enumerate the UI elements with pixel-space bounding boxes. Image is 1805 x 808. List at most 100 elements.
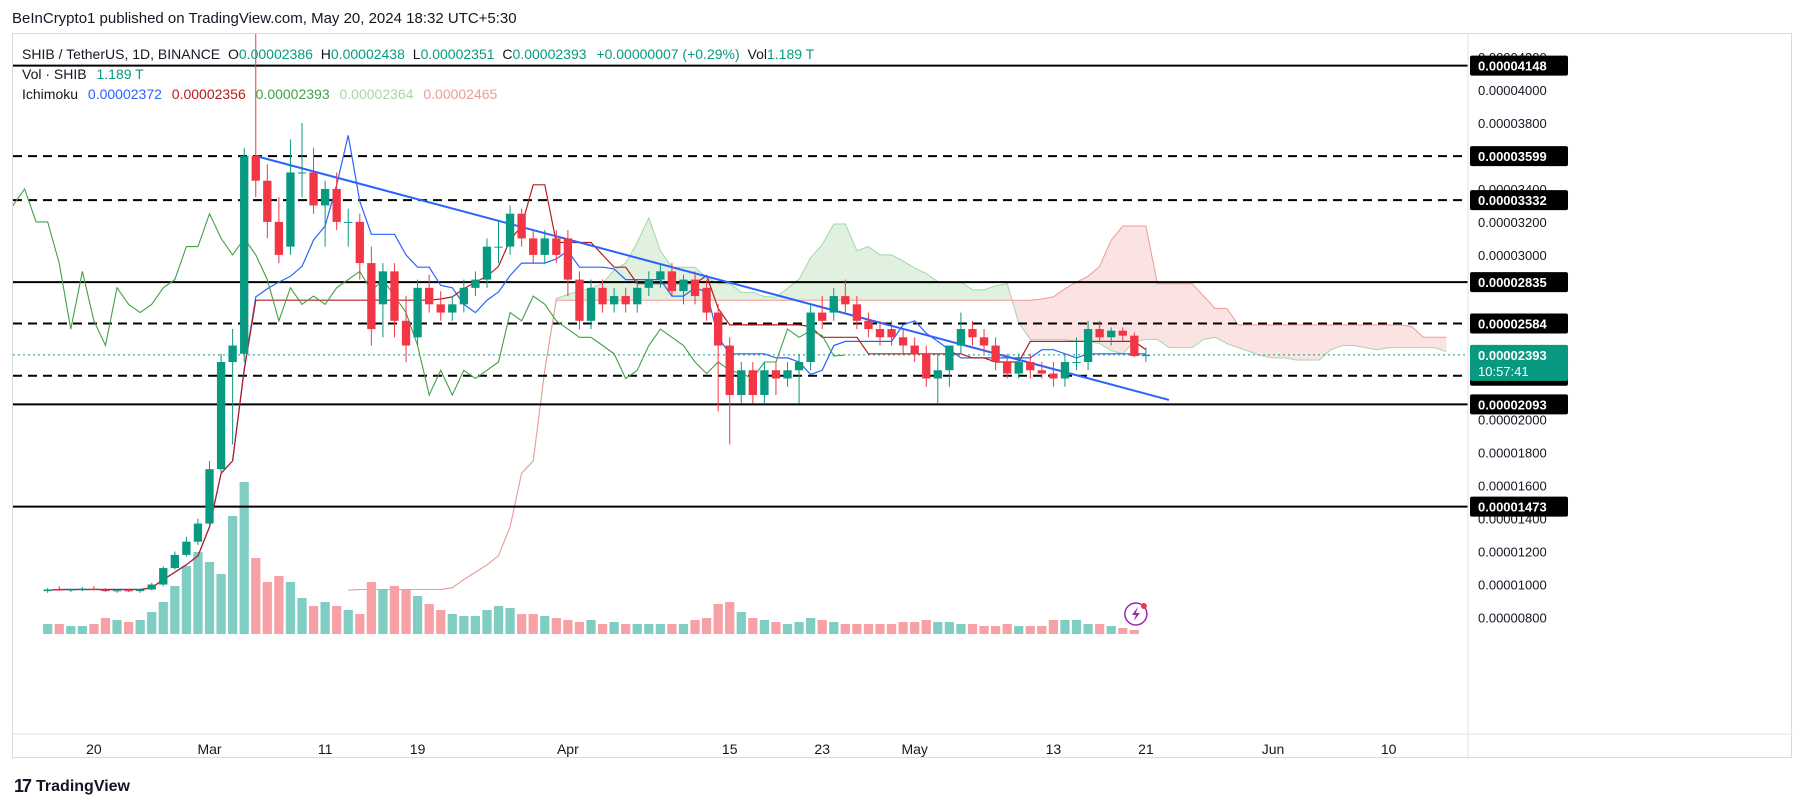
cloud-segment [833,223,846,301]
volume-bar [147,612,157,634]
candle [344,208,353,247]
candle [552,230,561,264]
volume-bar [470,616,481,634]
volume-bar [66,626,76,634]
volume-bar [933,622,943,634]
candle [979,329,989,354]
tradingview-logo-icon: 17 [14,776,32,796]
candle [471,271,480,297]
volume-bar [424,604,434,634]
candle [737,362,746,404]
candle [424,274,434,313]
volume-bar [667,624,677,634]
cloud-segment [1111,226,1123,354]
candle [390,263,399,338]
candle [841,279,850,313]
candle [378,263,388,338]
volume-bar [228,516,238,634]
candle-body [355,221,364,264]
candle [228,329,237,445]
candle-body [586,287,596,321]
candle-body [1014,362,1023,374]
time-tick-label: Apr [557,741,579,757]
candle [875,320,885,346]
candle [1026,353,1035,379]
volume-bar [910,622,920,634]
volume-bar [609,622,619,634]
base-line [47,184,1147,591]
price-chart[interactable]: 0.000008000.000010000.000012000.00001400… [13,34,1793,759]
candle [864,312,873,338]
candle-body [135,589,145,592]
volume-bar [563,620,573,634]
candle-body [1118,330,1127,336]
candle [887,320,896,346]
candle-body [887,329,896,338]
volume-bar [1071,620,1082,634]
candle [66,588,75,592]
candle-body [66,589,75,591]
candle [482,238,492,288]
cloud-segment [1157,283,1169,348]
price-tick-label: 0.00000800 [1478,611,1547,626]
candle [922,345,931,387]
candle [1107,327,1116,346]
candle-body [979,337,989,346]
candle [575,271,584,330]
candle [240,147,249,363]
volume-bar [690,620,700,634]
cloud-segment [960,281,973,301]
chart-pane[interactable]: 0.00000800 0.00001000 0.00001200 0.00001400… [12,33,1793,759]
candle [1095,320,1104,341]
volume-bar [332,606,342,634]
volume-bar [655,624,665,634]
cloud-segment [1319,324,1331,360]
cloud-segment [995,283,1008,301]
candle-body [922,353,931,379]
candle-body [147,584,156,590]
lagging-span-line [13,187,846,397]
cloud-segment [752,292,765,301]
candle [898,329,908,354]
candle [205,460,214,526]
candle [1083,320,1093,371]
volume-bar [308,606,319,634]
candle-body [1130,335,1139,357]
candle-body [725,345,734,395]
candle [945,345,954,387]
candle [713,304,723,412]
candle-body [679,279,688,292]
candle-body [517,213,526,239]
candle [101,588,110,592]
cloud-segment [1307,324,1320,360]
candle-body [956,329,966,346]
candle-body [1049,373,1058,379]
candle-body [540,238,549,255]
cloud-segment [1064,282,1077,342]
candle-body [806,312,815,363]
candle [274,197,284,264]
volume-bar [898,622,908,634]
candle [263,164,272,239]
cloud-segment [1261,324,1274,358]
candle-body [633,287,642,305]
candle-body [55,589,64,591]
cloud-segment [1076,276,1089,342]
descending-trendline [255,155,1170,401]
candle [621,287,630,313]
candle-body [205,469,214,524]
volume-bar [574,622,585,634]
volume-bar [586,620,596,634]
candle [656,263,665,288]
candle-body [159,568,168,585]
tradingview-footer[interactable]: 17 TradingView [14,776,130,797]
volume-bar [262,582,272,634]
volume-bar [956,624,966,634]
volume-bar [713,604,723,634]
candle [147,582,156,591]
cloud-segment [741,292,753,301]
candle-body [1026,362,1035,371]
candle-body [609,296,619,305]
candle-body [471,279,480,288]
